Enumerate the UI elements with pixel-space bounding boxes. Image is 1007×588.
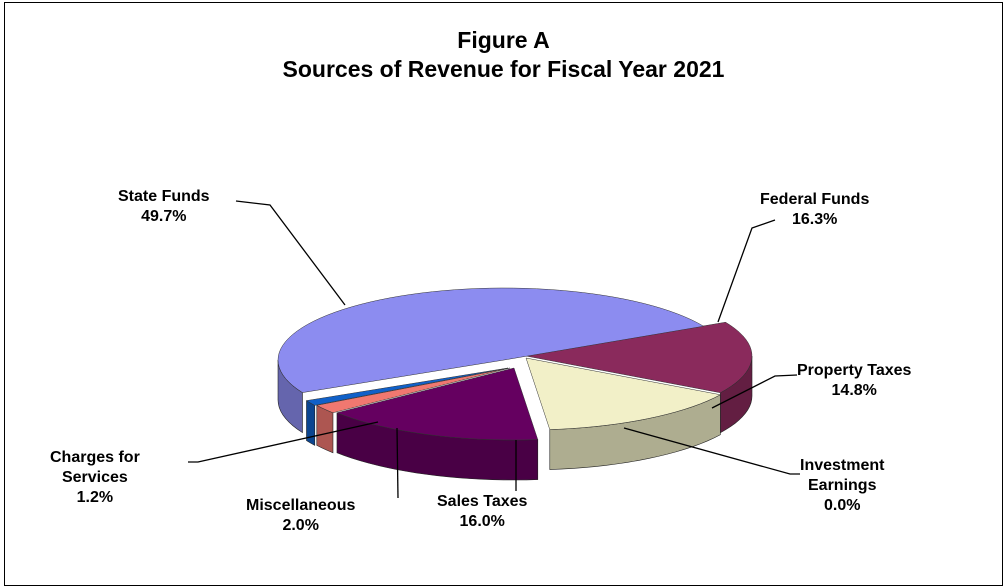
label-sales-taxes: Sales Taxes 16.0% xyxy=(437,493,528,530)
leader-line-state-funds xyxy=(235,200,346,306)
chart-title-line1: Figure A xyxy=(457,27,550,53)
leader-line-investment xyxy=(623,427,800,475)
leader-line-property-taxes xyxy=(711,374,798,409)
pie-slice-property-taxes xyxy=(525,357,722,430)
pie-slice-sales-taxes xyxy=(336,367,539,441)
chart-title: Figure A Sources of Revenue for Fiscal Y… xyxy=(0,26,1007,84)
pie-slice-federal-funds xyxy=(525,321,753,394)
label-charges-for-services: Charges for Services 1.2% xyxy=(50,449,140,506)
label-property-taxes: Property Taxes 14.8% xyxy=(797,362,912,399)
leader-line-charges xyxy=(188,421,379,463)
pie-slice-charges-for-services xyxy=(305,367,509,406)
leader-line-federal-funds xyxy=(717,219,776,323)
label-federal-funds: Federal Funds 16.3% xyxy=(760,191,870,228)
pie-slice-side-miscellaneous xyxy=(316,404,334,454)
chart-title-line2: Sources of Revenue for Fiscal Year 2021 xyxy=(282,56,725,82)
label-miscellaneous: Miscellaneous 2.0% xyxy=(246,497,356,534)
pie-slice-state-funds xyxy=(277,287,705,393)
label-state-funds: State Funds 49.7% xyxy=(118,188,210,225)
label-investment-earnings: Investment Earnings 0.0% xyxy=(800,457,885,514)
pie-slice-side-charges-for-services xyxy=(306,400,316,446)
leader-line-miscellaneous xyxy=(396,427,399,499)
pie-slice-miscellaneous xyxy=(316,367,511,414)
